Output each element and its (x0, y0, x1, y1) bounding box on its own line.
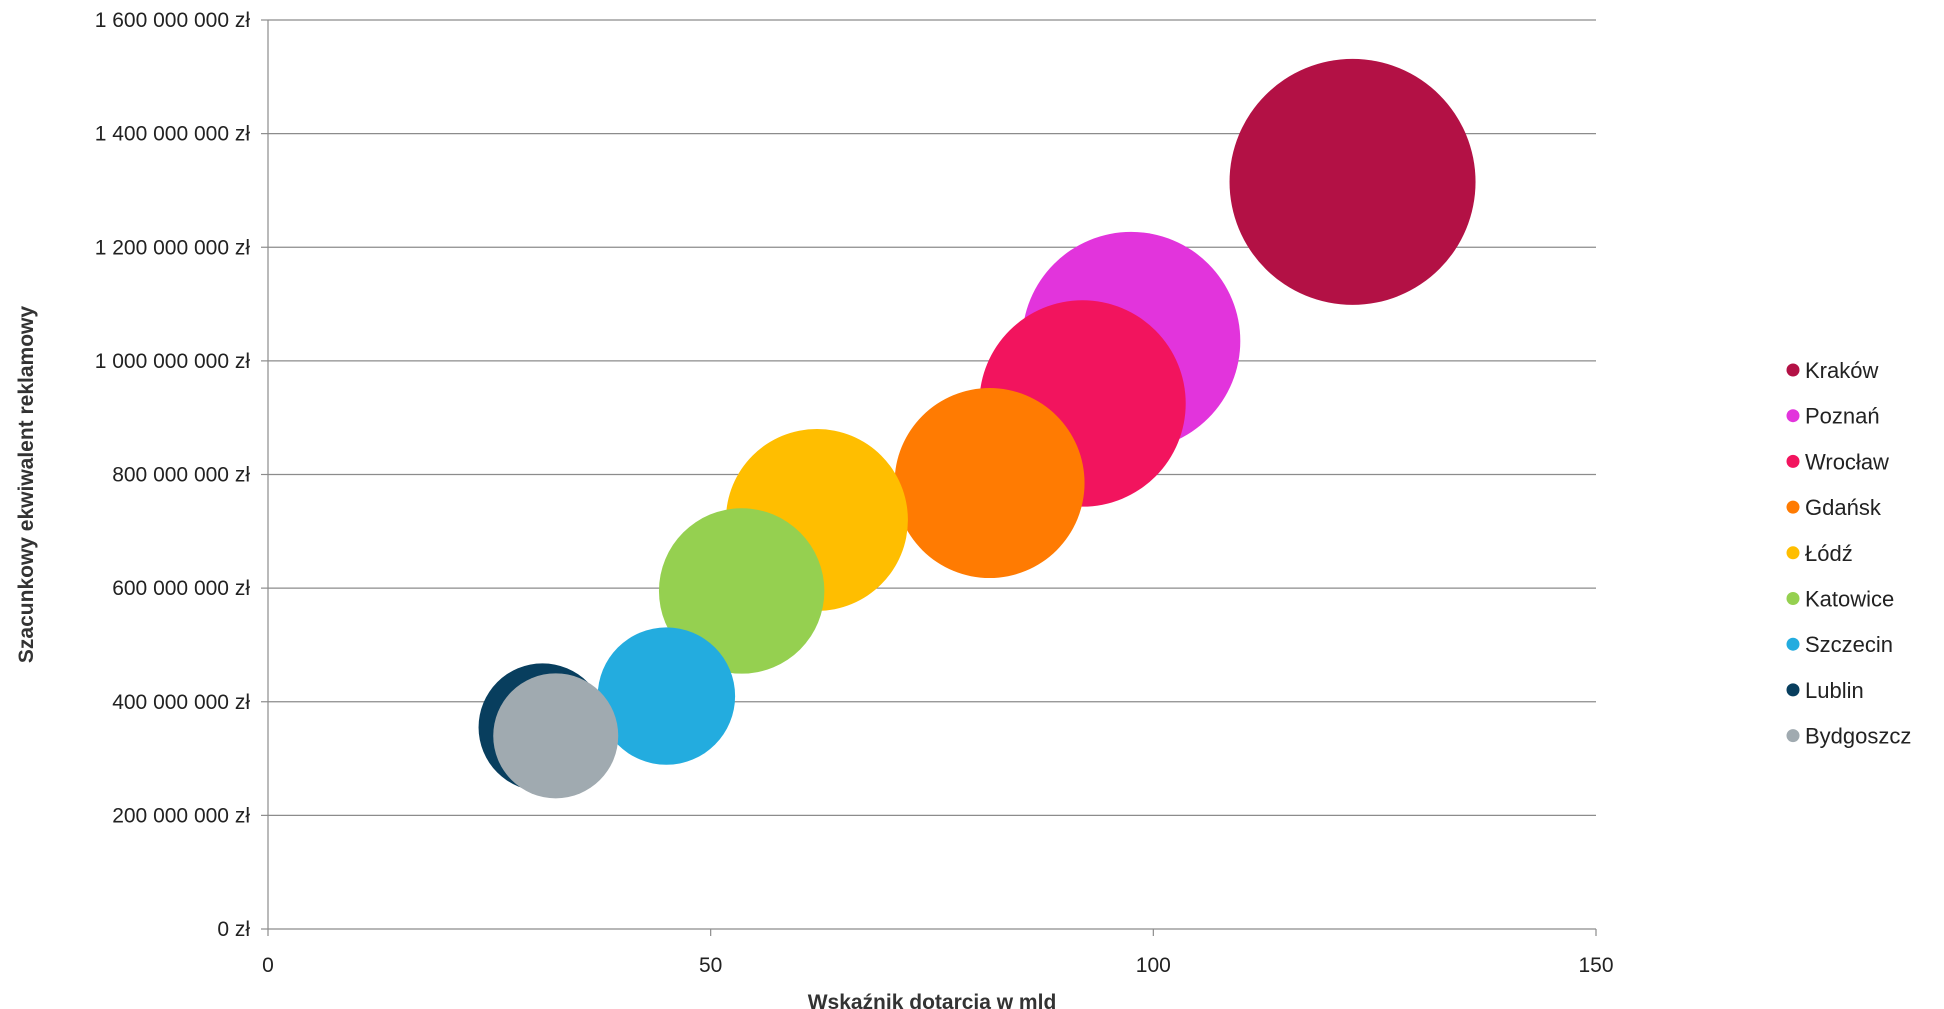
x-axis-title: Wskaźnik dotarcia w mld (808, 991, 1057, 1009)
bubble-katowice (658, 508, 825, 674)
legend-label: Szczecin (1805, 632, 1893, 657)
x-tick-label: 100 (1136, 954, 1171, 977)
legend-marker (1786, 729, 1800, 743)
y-tick-label: 1 200 000 000 zł (95, 236, 251, 259)
legend-label: Poznań (1805, 404, 1880, 429)
y-tick-label: 1 000 000 000 zł (95, 350, 251, 373)
y-tick-labels: 0 zł 200 000 000 zł 400 000 000 zł 600 000 … (95, 9, 251, 941)
legend-marker (1786, 592, 1800, 605)
bubble-szczecin (597, 627, 736, 765)
y-tick-label: 600 000 000 zł (112, 577, 250, 600)
x-tick-label: 150 (1578, 954, 1613, 977)
legend-marker (1786, 546, 1800, 560)
y-tick-label: 400 000 000 zł (112, 691, 250, 714)
legend-marker (1786, 637, 1800, 651)
y-tick-label: 1 600 000 000 zł (95, 9, 251, 32)
legend-marker (1786, 363, 1800, 377)
bubble-gdańsk (894, 388, 1085, 579)
legend: Kraków Poznań Wrocław Gdańsk Łódź Katowice Szc… (1786, 358, 1911, 749)
legend-label: Łódź (1805, 541, 1853, 566)
bubble-kraków (1229, 58, 1476, 305)
legend-label: Katowice (1805, 587, 1894, 612)
y-tick-label: 200 000 000 zł (112, 804, 250, 827)
bubbles (478, 58, 1476, 799)
x-tick-labels: 0 50 100 150 (262, 954, 1613, 977)
legend-marker (1786, 683, 1800, 697)
legend-label: Gdańsk (1805, 495, 1882, 520)
x-tick-label: 50 (699, 954, 722, 977)
legend-label: Wrocław (1805, 449, 1889, 474)
legend-marker (1786, 500, 1800, 514)
x-tick-label: 0 (262, 954, 274, 977)
y-tick-label: 0 zł (217, 918, 250, 941)
legend-label: Kraków (1805, 358, 1878, 383)
legend-label: Bydgoszcz (1805, 724, 1911, 749)
legend-marker (1786, 454, 1800, 468)
legend-marker (1786, 409, 1800, 423)
y-tick-label: 1 400 000 000 zł (95, 123, 251, 146)
y-axis-title: Szacunkowy ekwiwalent reklamowy (15, 306, 38, 663)
bubble-bydgoszcz (493, 673, 619, 799)
y-tick-label: 800 000 000 zł (112, 464, 250, 487)
legend-label: Lublin (1805, 678, 1864, 703)
axes (261, 19, 1597, 936)
